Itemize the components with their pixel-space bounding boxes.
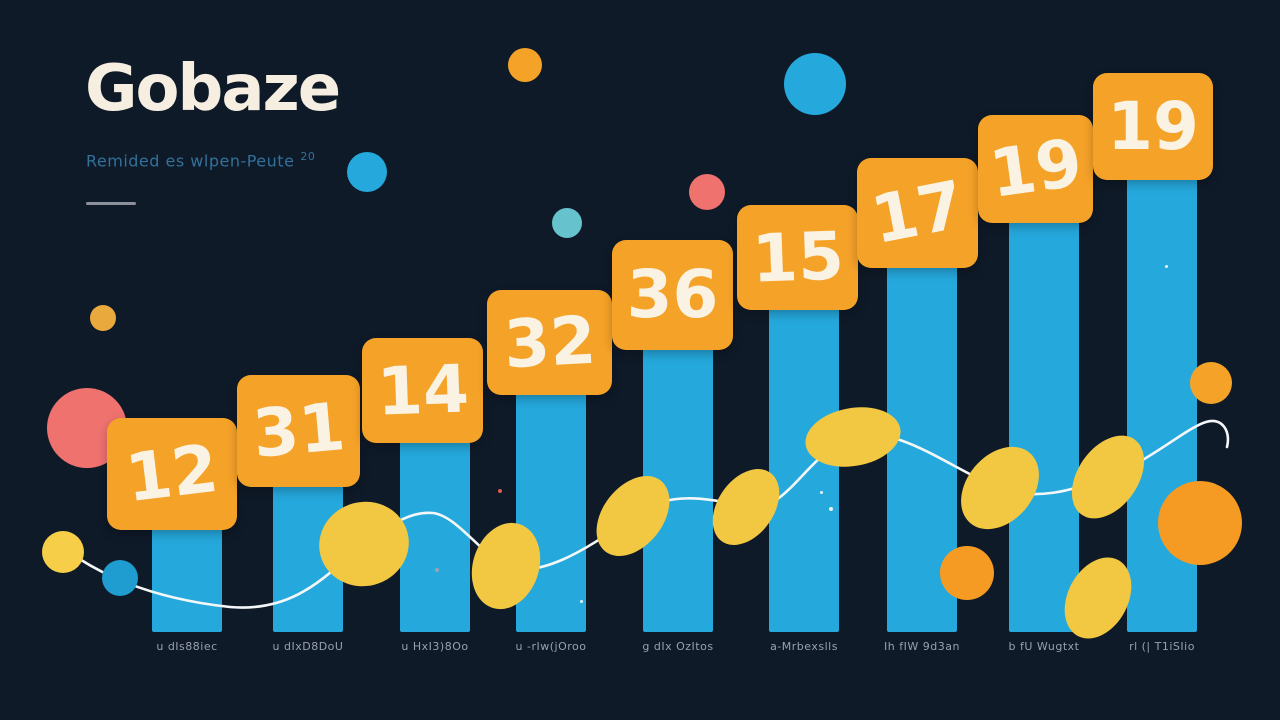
- x-axis-label: g dIx OzItos: [642, 640, 714, 653]
- bar: [400, 438, 470, 632]
- bar-value-badge: 32: [487, 290, 612, 395]
- speck-dot: [829, 507, 833, 511]
- bar-value: 36: [626, 256, 719, 333]
- x-axis-label: b fU Wugtxt: [1008, 640, 1080, 653]
- bar: [769, 305, 839, 632]
- x-axis-label: Ih fIW 9d3an: [884, 640, 960, 653]
- decor-circle-teal: [552, 208, 582, 238]
- bar-value-badge: 19: [978, 115, 1093, 223]
- x-axis-label: u dIs88iec: [156, 640, 218, 653]
- bar: [152, 525, 222, 632]
- bar-value-badge: 19: [1093, 73, 1213, 180]
- bar-value: 12: [121, 429, 223, 518]
- decor-circle-orange-right-top: [1190, 362, 1232, 404]
- decor-circle-blue-topright: [784, 53, 846, 115]
- x-axis-label: a-Mrbexslls: [770, 640, 838, 653]
- bar-value-badge: 14: [362, 338, 483, 443]
- decor-circle-blue-small-left: [102, 560, 138, 596]
- speck-dot: [701, 599, 707, 605]
- speck-dot: [498, 489, 502, 493]
- speck-dot: [1165, 265, 1168, 268]
- x-axis-label: u dIxD8DoU: [272, 640, 344, 653]
- speck-dot: [820, 491, 823, 494]
- subtitle-superscript: 20: [300, 150, 316, 163]
- bar: [1009, 218, 1079, 632]
- subtitle-underline: [86, 202, 136, 205]
- subtitle-text: Remided es wlpen-Peute: [86, 151, 295, 171]
- x-axis-label: rl (| T1iSIio: [1129, 640, 1195, 653]
- bar-value: 15: [750, 216, 845, 298]
- bar-value-badge: 17: [857, 158, 978, 268]
- bar-value: 19: [984, 123, 1087, 214]
- decor-circle-orange-right-big: [1158, 481, 1242, 565]
- bar-value-badge: 36: [612, 240, 733, 350]
- page-title: Gobaze: [85, 52, 341, 126]
- bar: [1127, 175, 1197, 632]
- speck-dot: [580, 600, 583, 603]
- speck-dot: [435, 568, 439, 572]
- decor-circle-yellow-left: [42, 531, 84, 573]
- x-axis-label: u HxI3)8Oo: [401, 640, 469, 653]
- subtitle: Remided es wlpen-Peute 20: [86, 150, 315, 170]
- bar-value: 31: [249, 388, 348, 473]
- bar-value: 32: [501, 301, 598, 383]
- decor-circle-pink-small: [689, 174, 725, 210]
- bar-value: 14: [375, 349, 470, 431]
- x-axis-label: u -rIw(jOroo: [515, 640, 587, 653]
- decor-circle-orange-small-left: [90, 305, 116, 331]
- bar-value: 17: [864, 165, 970, 260]
- decor-circle-blue-left: [347, 152, 387, 192]
- decor-circle-orange-mid: [940, 546, 994, 600]
- bar-value: 19: [1107, 87, 1199, 165]
- decor-circle-orange-top: [508, 48, 542, 82]
- bar-value-badge: 12: [107, 418, 237, 530]
- bar-value-badge: 31: [237, 375, 360, 487]
- bar-value-badge: 15: [737, 205, 858, 310]
